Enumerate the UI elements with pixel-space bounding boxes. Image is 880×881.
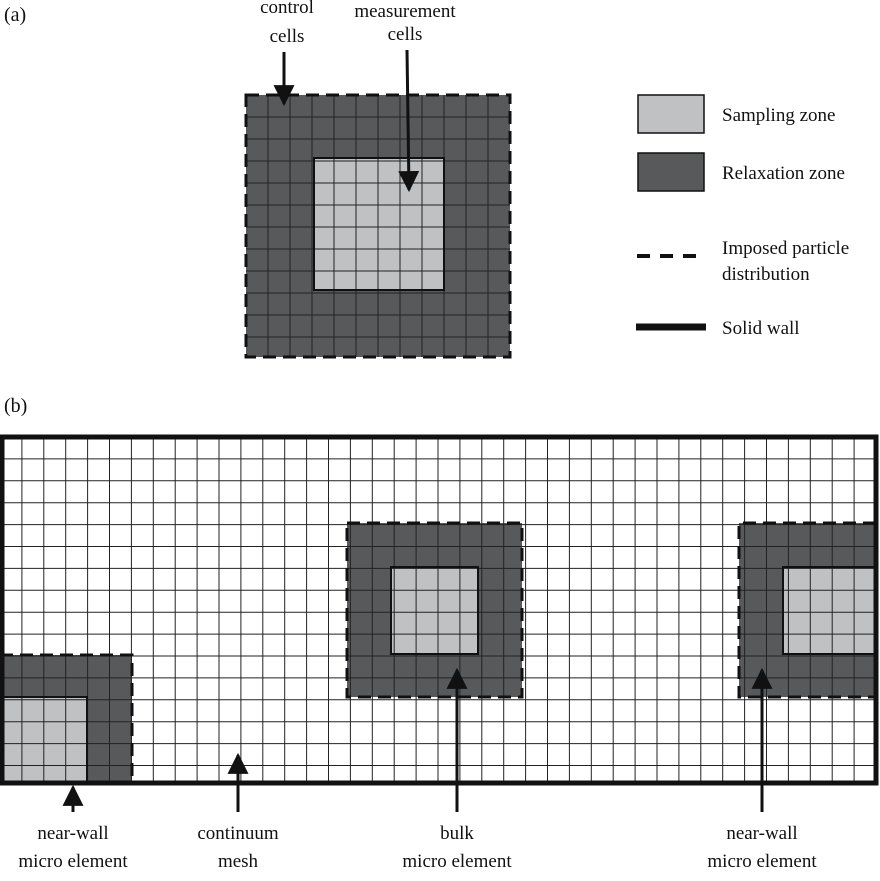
legend-swatch-relaxation-zone: [637, 152, 705, 192]
panel-b-label: (b): [4, 395, 27, 417]
near-wall-left-dashed-boundary: [0, 653, 134, 782]
continuum-mesh-label-line1: continuum: [197, 823, 278, 844]
bulk-dashed-boundary: [345, 521, 524, 699]
near-wall-right-sampling: [783, 567, 876, 654]
continuum-mesh-label-line2: mesh: [218, 851, 259, 872]
legend-label-imposed-line1: Imposed particle: [722, 238, 849, 259]
bulk-sampling: [391, 567, 478, 654]
solid-wall-boundary: [0, 434, 879, 786]
near-wall-left-label-line1: near-wall: [37, 823, 108, 844]
bulk-micro-element-annotation: bulk micro element: [402, 667, 512, 872]
control-cells-annotation: control cells: [260, 0, 314, 107]
measurement-cells-annotation: measurement cells: [354, 1, 456, 193]
legend-swatch-sampling-zone: [637, 94, 705, 134]
measurement-cells-arrow: [398, 49, 420, 193]
legend-label-relaxation-zone: Relaxation zone: [722, 163, 845, 184]
near-wall-right-label-line1: near-wall: [726, 823, 797, 844]
bulk-label-line1: bulk: [440, 823, 474, 844]
continuum-mesh-annotation: continuum mesh: [197, 752, 279, 872]
control-cells-label-line1: control: [260, 0, 314, 18]
near-wall-right-annotation: near-wall micro element: [707, 667, 817, 872]
panel-b-domain: [0, 434, 879, 786]
sampling-zone-a-border: [313, 157, 445, 291]
near-wall-right-label-line2: micro element: [707, 851, 817, 872]
near-wall-right-dashed-boundary: [737, 521, 876, 699]
legend-label-sampling-zone: Sampling zone: [722, 105, 835, 126]
bulk-sampling-border: [390, 566, 479, 655]
bulk-label-line2: micro element: [402, 851, 512, 872]
control-cells-label-line2: cells: [270, 26, 305, 47]
legend: Sampling zone Relaxation zone Imposed pa…: [636, 94, 854, 339]
legend-label-solid-wall: Solid wall: [722, 318, 800, 339]
legend-label-imposed-distribution: Imposed particle distribution: [722, 238, 854, 285]
panel-a-element: [244, 93, 512, 359]
continuum-mesh-grid: [0, 437, 876, 783]
imposed-distribution-boundary-a: [244, 93, 512, 359]
panel-a-label: (a): [4, 4, 26, 26]
legend-label-imposed-line2: distribution: [722, 264, 810, 285]
near-wall-left-annotation: near-wall micro element: [18, 784, 128, 872]
near-wall-left-label-line2: micro element: [18, 851, 128, 872]
panel-a-grid: [246, 95, 510, 357]
measurement-cells-label-line2: cells: [388, 24, 423, 45]
measurement-cells-label-line1: measurement: [354, 1, 456, 22]
